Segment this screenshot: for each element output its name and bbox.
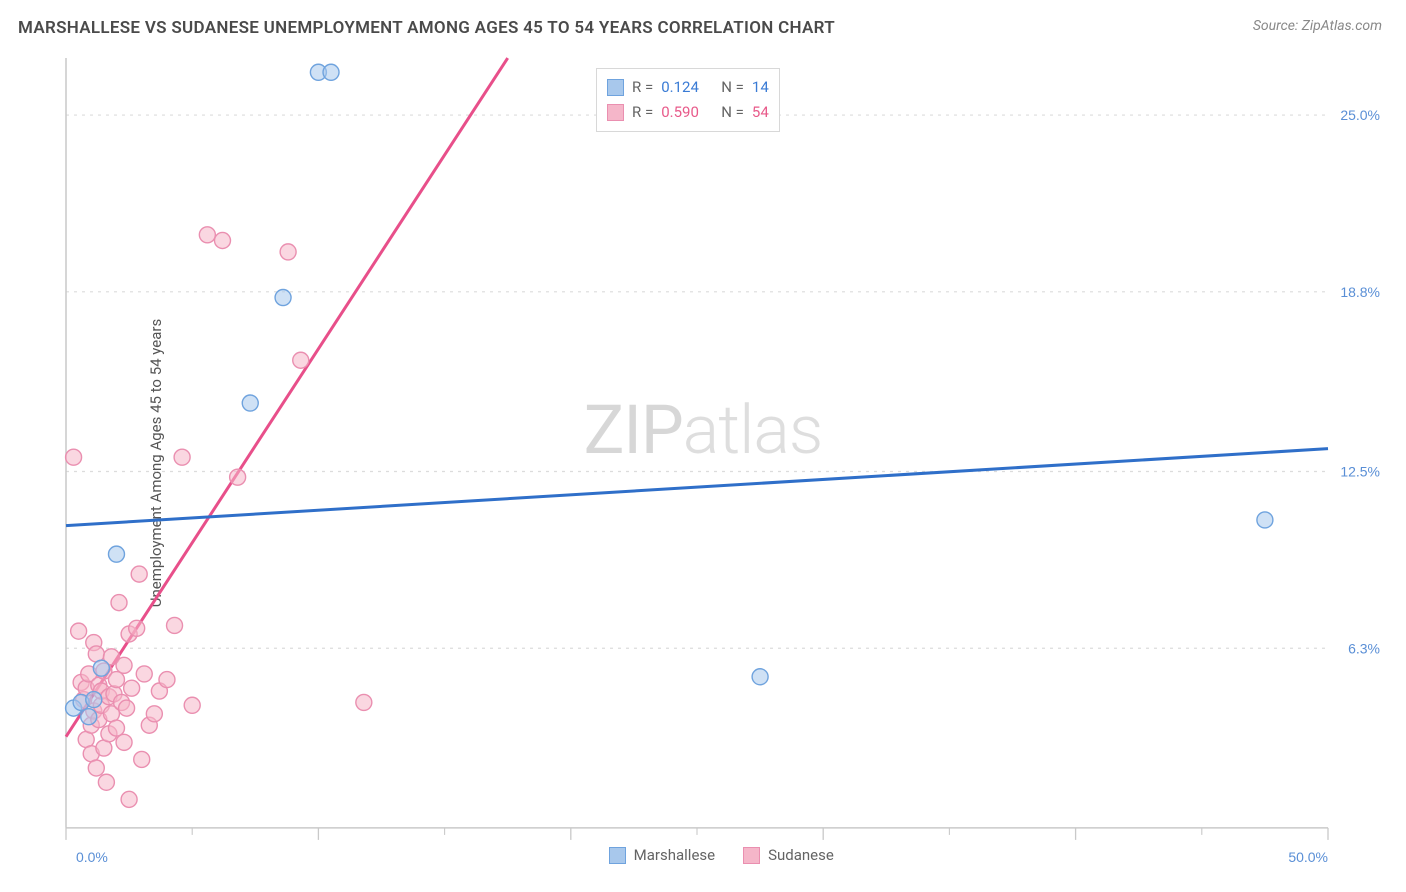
scatter-plot: 6.3% 12.5% 18.8% 25.0% 0.0% 50.0% <box>58 52 1388 874</box>
svg-text:25.0%: 25.0% <box>1340 107 1380 123</box>
r-value: 0.590 <box>661 100 713 125</box>
source-attribution: Source: ZipAtlas.com <box>1253 18 1382 34</box>
legend-label: Sudanese <box>768 846 834 864</box>
series-legend: Marshallese Sudanese <box>609 846 834 864</box>
series-swatch <box>607 79 624 96</box>
svg-text:18.8%: 18.8% <box>1340 284 1380 300</box>
stats-row: R = 0.124 N = 14 <box>607 75 769 100</box>
series-swatch <box>743 847 760 864</box>
svg-text:50.0%: 50.0% <box>1288 849 1328 865</box>
n-value: 54 <box>752 100 769 125</box>
legend-item: Sudanese <box>743 846 834 864</box>
chart-title: MARSHALLESE VS SUDANESE UNEMPLOYMENT AMO… <box>18 18 835 38</box>
chart-area: Unemployment Among Ages 45 to 54 years 6… <box>18 52 1388 874</box>
legend-item: Marshallese <box>609 846 715 864</box>
stats-row: R = 0.590 N = 54 <box>607 100 769 125</box>
r-label: R = <box>632 100 653 125</box>
n-label: N = <box>721 75 744 100</box>
n-value: 14 <box>752 75 769 100</box>
series-swatch <box>607 104 624 121</box>
r-label: R = <box>632 75 653 100</box>
series-swatch <box>609 847 626 864</box>
svg-text:12.5%: 12.5% <box>1340 463 1380 479</box>
svg-text:6.3%: 6.3% <box>1348 640 1380 656</box>
svg-text:0.0%: 0.0% <box>76 849 108 865</box>
r-value: 0.124 <box>661 75 713 100</box>
header: MARSHALLESE VS SUDANESE UNEMPLOYMENT AMO… <box>0 0 1406 50</box>
n-label: N = <box>721 100 744 125</box>
correlation-stats-box: R = 0.124 N = 14 R = 0.590 N = 54 <box>596 68 780 132</box>
legend-label: Marshallese <box>634 846 715 864</box>
